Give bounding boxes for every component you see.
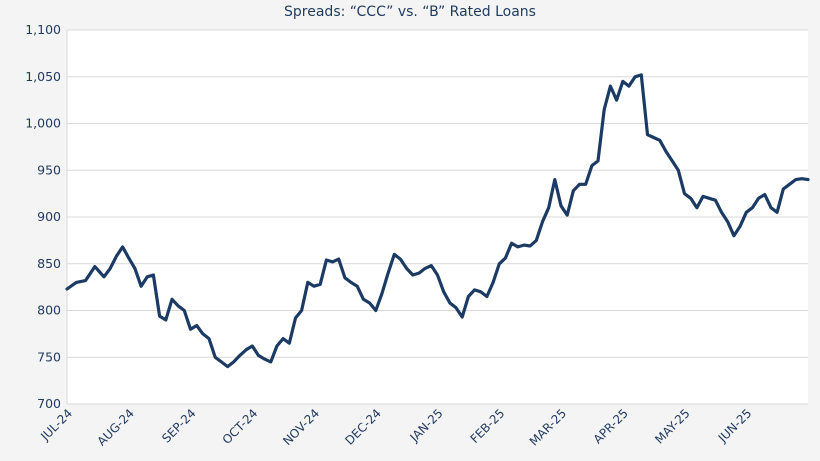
y-tick-label: 750 xyxy=(37,349,61,364)
x-tick-label: AUG-24 xyxy=(95,406,137,448)
y-tick-label: 1,050 xyxy=(25,69,61,84)
x-tick-label: JUL-24 xyxy=(37,406,75,444)
x-tick-label: SEP-24 xyxy=(159,406,198,445)
y-tick-label: 800 xyxy=(37,303,61,318)
x-tick-label: MAR-25 xyxy=(527,406,569,448)
y-tick-label: 700 xyxy=(37,396,61,411)
x-axis-ticks: JUL-24 AUG-24 SEP-24 OCT-24 NOV-24 DEC-24 JAN-… xyxy=(37,406,754,448)
x-tick-label: FEB-25 xyxy=(468,406,508,446)
y-tick-label: 850 xyxy=(37,256,61,271)
y-tick-label: 1,100 xyxy=(25,22,61,37)
x-tick-label: NOV-24 xyxy=(280,406,322,448)
y-tick-label: 900 xyxy=(37,209,61,224)
x-tick-label: JAN-25 xyxy=(407,406,446,445)
x-tick-label: APR-25 xyxy=(591,406,631,446)
y-axis-ticks: 1,100 1,050 1,000 950 900 850 800 750 700 xyxy=(25,22,61,411)
series-line-ccc-vs-b-spread xyxy=(65,73,810,369)
x-tick-label: MAY-25 xyxy=(652,406,692,446)
chart-title: Spreads: “CCC” vs. “B” Rated Loans xyxy=(284,4,536,20)
y-tick-label: 1,000 xyxy=(25,116,61,131)
x-tick-label: DEC-24 xyxy=(342,406,384,448)
x-tick-label: OCT-24 xyxy=(220,406,261,447)
grid-lines xyxy=(66,29,808,405)
x-tick-label: JUN-25 xyxy=(715,406,755,446)
y-tick-label: 950 xyxy=(37,162,61,177)
